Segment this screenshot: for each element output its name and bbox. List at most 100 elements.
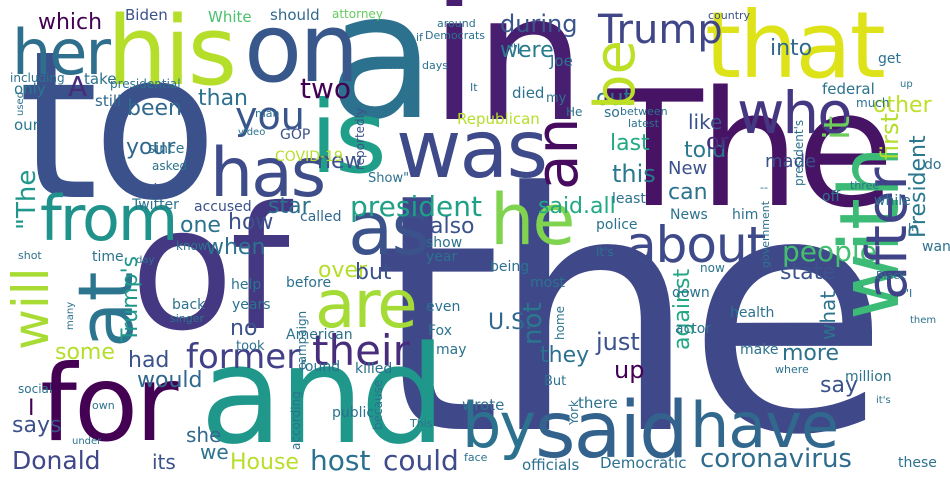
word-But: But — [544, 374, 567, 389]
word-would: would — [137, 368, 203, 393]
word-News: News — [670, 207, 708, 223]
word-took: took — [236, 339, 265, 354]
word-attorney: attorney — [332, 7, 383, 21]
word-around: around — [437, 17, 476, 30]
word-host: host — [310, 444, 371, 477]
word-his: his — [107, 0, 237, 107]
word-against: against — [670, 268, 695, 350]
word-dash: -- — [760, 181, 768, 194]
word-only: only — [14, 80, 46, 98]
word-these: these — [898, 455, 937, 471]
word-its: its — [152, 450, 176, 474]
word-which: which — [38, 10, 103, 35]
word-can: can — [668, 180, 708, 205]
word-quote-I2: "I — [904, 287, 913, 300]
word-during: during — [500, 10, 578, 38]
word-days: days — [422, 59, 448, 72]
word-actor: actor — [675, 321, 712, 337]
word-make: make — [740, 342, 779, 358]
word-according: according — [289, 391, 303, 450]
word-if: if — [416, 31, 423, 44]
word-were: were — [500, 38, 554, 63]
word-He: He — [566, 105, 583, 119]
word-in: in — [430, 0, 586, 161]
word-them: them — [910, 315, 937, 326]
word-this: this — [612, 160, 656, 188]
word-other: other — [873, 93, 932, 118]
word-by: by — [462, 389, 536, 462]
word-least: least — [612, 191, 646, 207]
word-star: star — [268, 194, 311, 219]
word-they: they — [540, 343, 590, 368]
word-Joe: Joe — [550, 52, 573, 70]
word-help: help — [231, 277, 262, 293]
word-Democratic: Democratic — [600, 454, 687, 472]
word-up: up — [614, 356, 645, 384]
word-Biden: Biden — [125, 6, 168, 24]
word-House: House — [230, 450, 299, 475]
word-is: is — [310, 79, 387, 196]
word-over: over — [318, 258, 368, 283]
word-show: show — [426, 235, 463, 251]
word-or: or — [706, 130, 729, 155]
word-COVID-19: COVID-19 — [275, 149, 343, 165]
word-had: had — [128, 348, 170, 373]
word-know: know — [176, 239, 208, 253]
word-federal: federal — [822, 80, 875, 98]
word-people: people — [782, 235, 877, 268]
word-that: that — [705, 0, 886, 99]
word-coronavirus: coronavirus — [700, 444, 852, 474]
word-government: government — [759, 200, 772, 268]
word-says: says — [12, 413, 62, 438]
word-three: three — [850, 179, 880, 192]
word-like: like — [688, 110, 723, 134]
word-its2: it's — [876, 395, 891, 406]
word-Fox: Fox — [428, 323, 452, 339]
word-Show: Show" — [368, 171, 410, 186]
word-called: called — [300, 209, 342, 225]
word-down: down — [672, 285, 710, 301]
word-to: to — [18, 8, 218, 246]
word-before: before — [286, 275, 332, 291]
word-The: The — [605, 56, 895, 243]
word-asked: asked — [152, 159, 188, 173]
word-being: being — [490, 259, 530, 275]
word-quote-The: "The — [12, 169, 42, 230]
word-as: as — [348, 186, 430, 272]
word-year: year — [426, 249, 458, 265]
word-want: want — [922, 239, 950, 255]
word-state: state — [780, 260, 836, 285]
word-it: it — [817, 115, 858, 140]
word-latest: latest — [628, 117, 659, 130]
word-face: face — [464, 451, 488, 464]
word-White: White — [208, 8, 252, 26]
word-Republican: Republican — [457, 110, 540, 128]
word-when: when — [206, 235, 266, 260]
word-many: many — [65, 301, 76, 330]
word-my: my — [546, 91, 567, 106]
word-on: on — [244, 0, 359, 104]
word-Democrats: Democrats — [425, 29, 486, 42]
word-so: so — [604, 105, 620, 121]
word-still: still — [95, 92, 122, 110]
word-more: more — [782, 341, 839, 366]
word-he: he — [490, 179, 575, 261]
word-what: what — [816, 290, 840, 340]
word-used: used — [15, 91, 26, 116]
word-where: where — [775, 363, 809, 376]
word-some: some — [55, 340, 115, 365]
word-made: made — [765, 151, 817, 172]
word-American: American — [286, 327, 353, 343]
word-said: said — [535, 386, 689, 476]
word-take: take — [84, 70, 117, 88]
word-said-all: said.all — [538, 194, 616, 219]
word-she: she — [186, 423, 222, 447]
word-into: into — [770, 36, 813, 61]
word-up-small: up — [900, 79, 913, 90]
word-country: country — [708, 9, 751, 22]
word-a: a — [328, 0, 436, 159]
word-their: their — [312, 326, 410, 375]
word-first: first — [876, 113, 904, 160]
word-now: now — [700, 261, 725, 275]
word-two: two — [300, 72, 352, 105]
